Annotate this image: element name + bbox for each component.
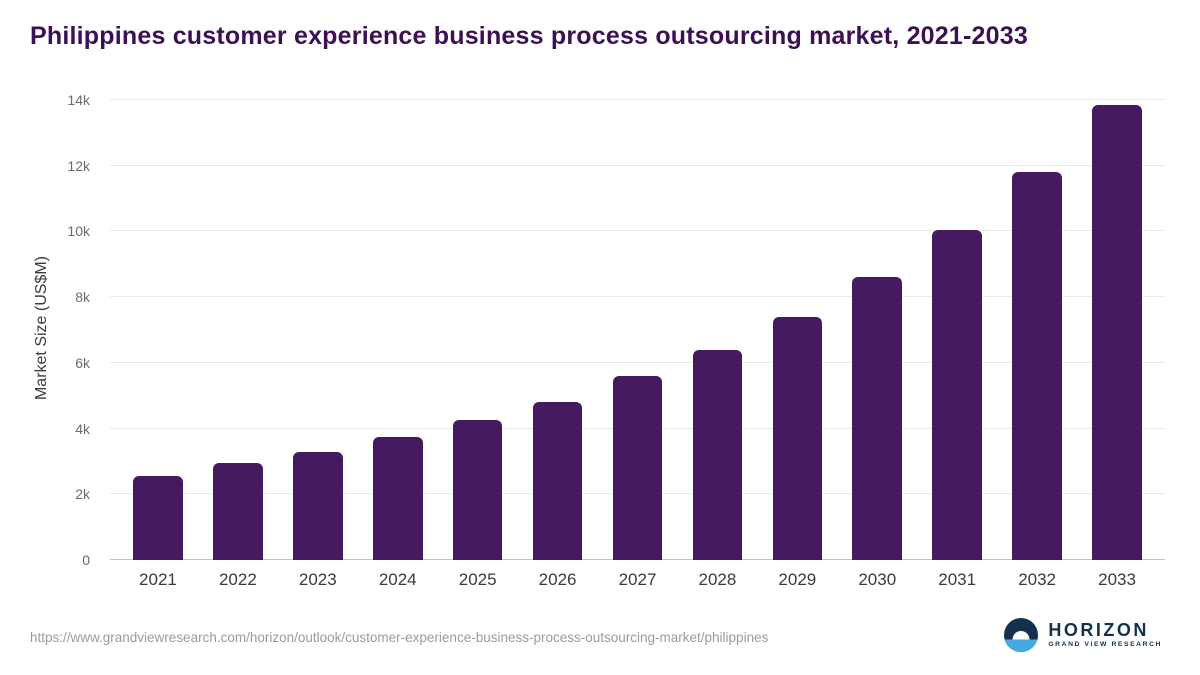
x-axis-label: 2033 xyxy=(1098,570,1136,589)
x-axis-label: 2023 xyxy=(298,570,337,589)
bar-column xyxy=(598,100,678,560)
y-tick-label: 12k xyxy=(67,157,90,174)
bar-column xyxy=(278,100,358,560)
horizon-logo-subtitle: GRAND VIEW RESEARCH xyxy=(1048,641,1162,649)
bar-column xyxy=(518,100,598,560)
y-tick-label: 10k xyxy=(67,223,90,240)
bar-column xyxy=(1077,100,1157,560)
x-axis-label: 2027 xyxy=(618,570,657,589)
x-axis-label: 2028 xyxy=(698,570,737,589)
y-tick-label: 8k xyxy=(75,289,90,306)
bar-column xyxy=(198,100,278,560)
y-tick-label: 6k xyxy=(75,354,90,371)
gridline xyxy=(110,164,1165,166)
bar-2033[interactable] xyxy=(1092,104,1142,560)
bar-column xyxy=(757,100,837,560)
bar-2023[interactable] xyxy=(293,451,343,560)
bar-column xyxy=(917,100,997,560)
bar-2032[interactable] xyxy=(1012,172,1062,560)
x-axis-label: 2026 xyxy=(538,570,577,589)
bar-2031[interactable] xyxy=(932,229,982,560)
x-axis-label: 2029 xyxy=(778,570,817,589)
bar-column xyxy=(677,100,757,560)
x-axis-labels: 2021 2022 2023 2024 2025 2026 2027 2028 2029 2030… xyxy=(110,570,1165,590)
source-url-text: https://www.grandviewresearch.com/horizo… xyxy=(30,630,769,645)
x-axis-label: 2022 xyxy=(218,570,257,589)
bar-2022[interactable] xyxy=(213,463,263,560)
y-axis-ticks: 0 2k 4k 6k 8k 10k 12k 14k xyxy=(58,92,100,568)
y-tick-label: 0 xyxy=(82,552,90,568)
bar-column xyxy=(997,100,1077,560)
horizon-logo-title: HORIZON xyxy=(1048,620,1149,641)
gridline xyxy=(110,230,1165,232)
bar-column xyxy=(837,100,917,560)
x-axis-label: 2025 xyxy=(458,570,497,589)
chart-title: Philippines customer experience business… xyxy=(30,22,1028,50)
x-axis-label: 2030 xyxy=(858,570,897,589)
gridline xyxy=(110,296,1165,298)
plot-area xyxy=(110,99,1165,560)
y-tick-label: 14k xyxy=(67,92,90,108)
horizon-logo-icon xyxy=(1004,618,1039,652)
bar-column xyxy=(118,100,198,560)
y-axis-title: Market Size (US$M) xyxy=(33,255,50,401)
x-axis-label: 2031 xyxy=(938,570,977,589)
y-tick-label: 2k xyxy=(75,486,90,503)
bar-2028[interactable] xyxy=(692,349,743,560)
bar-2025[interactable] xyxy=(452,420,503,560)
bar-2030[interactable] xyxy=(852,277,903,560)
bar-2029[interactable] xyxy=(772,316,823,560)
bar-2024[interactable] xyxy=(372,436,423,560)
bar-2021[interactable] xyxy=(133,476,183,560)
horizon-logo: HORIZON GRAND VIEW RESEARCH xyxy=(1003,617,1162,653)
gridline xyxy=(110,99,1165,100)
horizon-logo-text: HORIZON GRAND VIEW RESEARCH xyxy=(1048,621,1162,649)
bar-column xyxy=(438,100,518,560)
bars-row xyxy=(110,100,1165,560)
x-axis-label: 2024 xyxy=(378,570,417,589)
gridline xyxy=(110,361,1165,363)
x-axis-label: 2021 xyxy=(139,570,177,589)
bar-column xyxy=(358,100,438,560)
x-axis-label: 2032 xyxy=(1018,570,1057,589)
bar-2026[interactable] xyxy=(532,402,583,560)
bar-2027[interactable] xyxy=(612,376,663,560)
y-tick-label: 4k xyxy=(75,420,90,437)
